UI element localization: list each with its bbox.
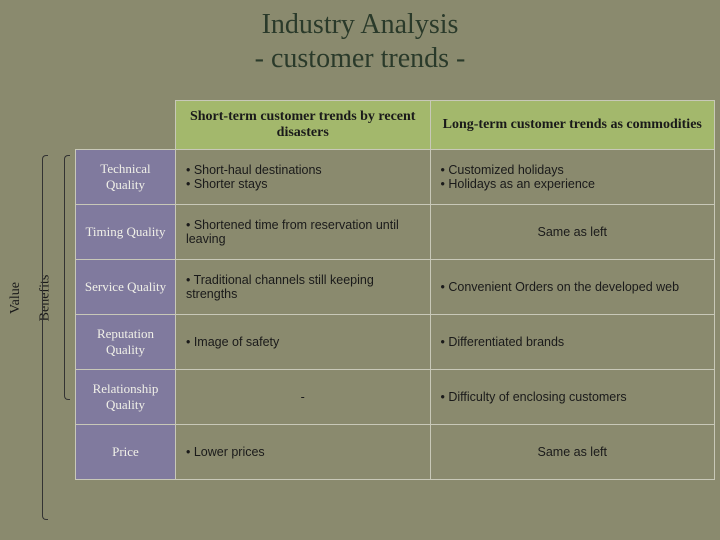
row-label: Reputation Quality bbox=[76, 315, 176, 370]
table-row: Relationship Quality-Difficulty of enclo… bbox=[76, 370, 715, 425]
vertical-label-value: Value bbox=[8, 282, 24, 314]
header-long-term: Long-term customer trends as commodities bbox=[430, 101, 715, 150]
row-label: Relationship Quality bbox=[76, 370, 176, 425]
cell-short-term: Short-haul destinationsShorter stays bbox=[175, 150, 430, 205]
title-line2: - customer trends - bbox=[0, 42, 720, 76]
header-empty bbox=[76, 101, 176, 150]
cell-long-term: Same as left bbox=[430, 205, 715, 260]
cell-short-term: Image of safety bbox=[175, 315, 430, 370]
bracket-benefits bbox=[64, 155, 70, 400]
cell-long-term: Difficulty of enclosing customers bbox=[430, 370, 715, 425]
table-row: PriceLower pricesSame as left bbox=[76, 425, 715, 480]
table-header-row: Short-term customer trends by recent dis… bbox=[76, 101, 715, 150]
row-label: Technical Quality bbox=[76, 150, 176, 205]
trends-table: Short-term customer trends by recent dis… bbox=[75, 100, 715, 480]
header-short-term: Short-term customer trends by recent dis… bbox=[175, 101, 430, 150]
slide-title: Industry Analysis - customer trends - bbox=[0, 0, 720, 75]
table-row: Timing QualityShortened time from reserv… bbox=[76, 205, 715, 260]
cell-short-term: Shortened time from reservation until le… bbox=[175, 205, 430, 260]
table-row: Technical QualityShort-haul destinations… bbox=[76, 150, 715, 205]
cell-long-term: Differentiated brands bbox=[430, 315, 715, 370]
cell-long-term: Customized holidaysHolidays as an experi… bbox=[430, 150, 715, 205]
row-label: Service Quality bbox=[76, 260, 176, 315]
cell-long-term: Same as left bbox=[430, 425, 715, 480]
row-label: Price bbox=[76, 425, 176, 480]
cell-short-term: - bbox=[175, 370, 430, 425]
cell-short-term: Lower prices bbox=[175, 425, 430, 480]
table-row: Reputation QualityImage of safetyDiffere… bbox=[76, 315, 715, 370]
cell-short-term: Traditional channels still keeping stren… bbox=[175, 260, 430, 315]
row-label: Timing Quality bbox=[76, 205, 176, 260]
bracket-value bbox=[42, 155, 48, 520]
table-row: Service QualityTraditional channels stil… bbox=[76, 260, 715, 315]
title-line1: Industry Analysis bbox=[0, 8, 720, 42]
cell-long-term: Convenient Orders on the developed web bbox=[430, 260, 715, 315]
